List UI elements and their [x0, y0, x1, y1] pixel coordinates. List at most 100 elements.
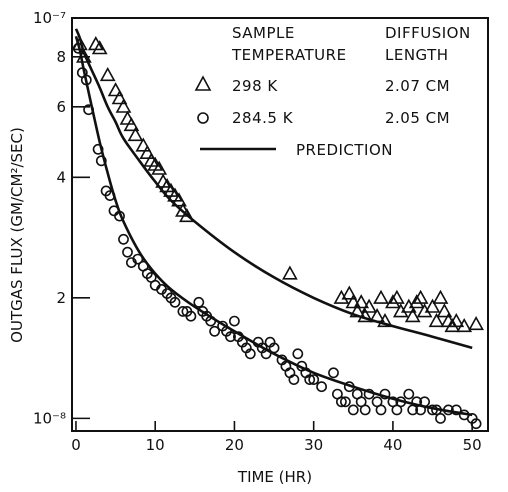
circle-point — [335, 396, 347, 408]
triangle-point — [428, 312, 445, 328]
legend-header-diffusion-line1: DIFFUSION — [385, 24, 471, 42]
circle-point — [260, 348, 272, 360]
legend-diffusion-298: 2.07 CM — [385, 77, 450, 95]
circle-point — [132, 253, 144, 265]
circle-point — [470, 418, 482, 430]
triangle-point — [135, 137, 152, 152]
circle-point — [343, 381, 355, 393]
legend-diffusion-284: 2.05 CM — [385, 109, 450, 127]
legend-label-284: 284.5 K — [232, 109, 294, 127]
x-ticks: 0 10 20 30 40 50 — [71, 421, 482, 454]
triangle-point — [408, 294, 425, 309]
legend-circle-marker — [197, 112, 209, 124]
triangle-point — [127, 126, 144, 142]
circle-point — [244, 348, 256, 360]
curve-prediction-298 — [74, 28, 473, 350]
y-tick-label: 6 — [56, 98, 66, 116]
circle-point — [288, 374, 300, 385]
triangle-point — [115, 98, 132, 113]
triangle-point — [416, 303, 433, 318]
circle-point — [435, 412, 446, 424]
triangle-point — [432, 289, 449, 304]
circle-point — [359, 404, 371, 416]
triangle-point — [377, 312, 393, 328]
x-tick-label: 20 — [225, 436, 244, 454]
circle-point — [209, 325, 220, 337]
circle-point — [108, 205, 120, 217]
circle-point — [104, 190, 116, 201]
triangle-point — [389, 289, 405, 304]
triangle-point — [444, 317, 461, 333]
circle-point — [92, 143, 104, 155]
y-ticks: 10⁻⁸ 2 4 6 8 10⁻⁷ — [33, 9, 90, 427]
circle-point — [403, 388, 415, 400]
triangle-point — [179, 207, 195, 223]
circle-point — [379, 388, 391, 400]
circle-point — [375, 404, 387, 416]
circle-point — [114, 210, 125, 222]
x-tick-label: 10 — [146, 436, 165, 454]
triangle-point — [76, 48, 92, 63]
triangle-point — [341, 285, 358, 300]
circle-point — [268, 342, 280, 354]
x-tick-label: 0 — [71, 436, 81, 454]
triangle-point — [123, 116, 140, 132]
triangle-point — [91, 40, 108, 55]
circle-point — [72, 42, 84, 54]
circle-point — [304, 374, 316, 385]
triangle-point — [468, 315, 484, 331]
triangle-point — [436, 303, 453, 318]
circle-point — [450, 404, 462, 416]
y-tick-label: 10⁻⁷ — [33, 9, 66, 27]
legend-label-prediction: PREDICTION — [296, 141, 393, 159]
circle-point — [177, 305, 189, 317]
plot-frame — [71, 17, 489, 432]
triangle-point — [392, 303, 409, 318]
triangle-point — [456, 317, 473, 333]
y-tick-label: 10⁻⁸ — [33, 409, 66, 427]
triangle-point — [448, 312, 465, 328]
triangle-point — [400, 298, 417, 313]
y-axis-label: OUTGAS FLUX (GM/CM²/SEC) — [8, 127, 26, 343]
circle-point — [118, 233, 129, 245]
circle-point — [185, 310, 197, 322]
triangle-point — [373, 289, 389, 304]
x-axis-label: TIME (HR) — [237, 468, 312, 486]
legend-header-temperature-line1: SAMPLE — [232, 24, 295, 42]
circle-point — [80, 74, 92, 86]
y-tick-label: 8 — [56, 48, 66, 66]
circle-point — [205, 315, 217, 327]
triangle-point — [353, 294, 370, 309]
circle-point — [442, 404, 454, 416]
circle-point — [363, 388, 375, 400]
circle-point — [95, 155, 107, 167]
circle-point — [316, 381, 327, 393]
triangle-point — [171, 192, 187, 207]
legend-header-temperature-line2: TEMPERATURE — [231, 46, 347, 64]
legend: SAMPLE TEMPERATURE DIFFUSION LENGTH 298 … — [194, 24, 471, 159]
triangle-point — [385, 294, 401, 309]
circle-point — [328, 367, 339, 379]
circle-point — [292, 348, 304, 360]
triangle-point — [107, 82, 124, 97]
circle-point — [347, 404, 359, 416]
x-tick-label: 50 — [463, 436, 482, 454]
circle-point — [431, 404, 442, 416]
circle-point — [122, 246, 133, 258]
circle-point — [193, 296, 205, 308]
triangle-point — [349, 303, 366, 318]
triangle-point — [111, 90, 128, 105]
x-tick-label: 30 — [304, 436, 323, 454]
circle-point — [395, 396, 407, 408]
circle-point — [339, 396, 351, 408]
circle-point — [225, 331, 236, 343]
y-tick-label: 4 — [56, 168, 66, 186]
triangle-point — [282, 265, 298, 280]
circle-point — [308, 374, 320, 385]
triangle-point — [361, 298, 377, 313]
data-points — [72, 36, 484, 430]
triangle-point — [151, 160, 168, 175]
triangle-point — [412, 289, 429, 304]
triangle-point — [424, 298, 441, 313]
